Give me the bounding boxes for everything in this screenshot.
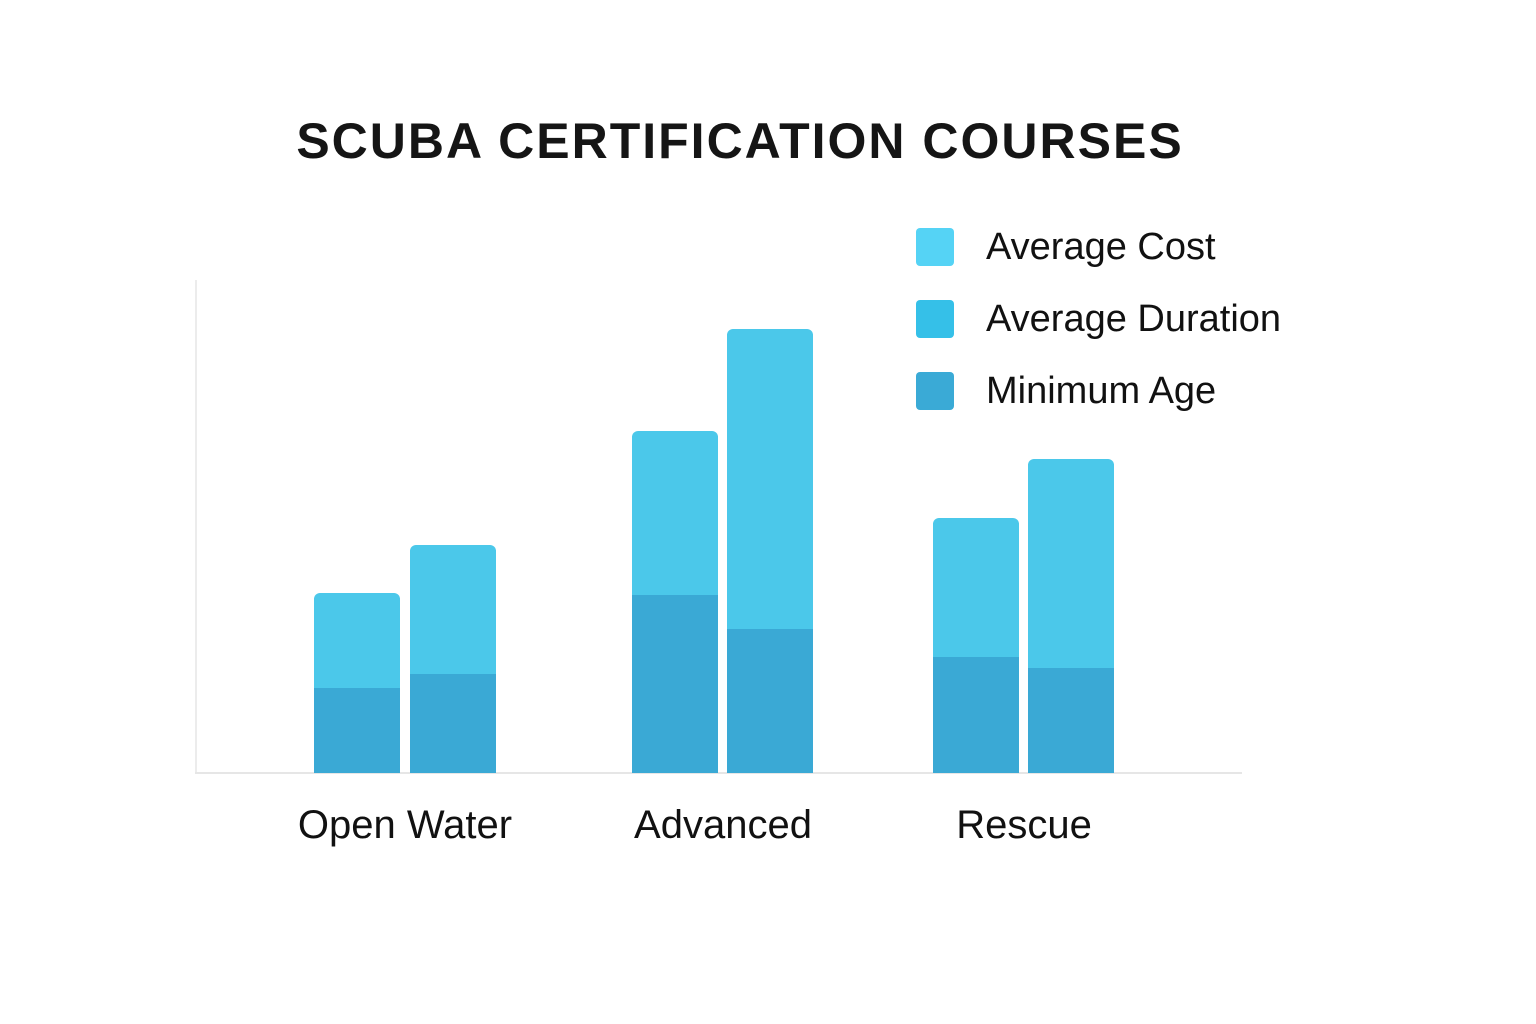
bar-segment-lower: [632, 595, 718, 773]
legend-label: Average Duration: [986, 298, 1282, 340]
bar-segment-upper: [410, 545, 496, 674]
x-axis-line: [195, 772, 1242, 774]
legend-item-average-cost: Average Cost: [916, 226, 1281, 298]
bar-segment-lower: [1028, 668, 1114, 773]
y-axis-line: [195, 280, 197, 774]
bar-advanced-1: [632, 431, 718, 773]
legend-item-average-duration: Average Duration: [916, 298, 1281, 370]
legend: Average Cost Average Duration Minimum Ag…: [916, 226, 1281, 442]
legend-swatch-average-cost: [916, 228, 954, 266]
bar-segment-upper: [727, 329, 813, 629]
category-label-open-water: Open Water: [297, 803, 513, 847]
bar-rescue-1: [933, 518, 1019, 773]
category-label-advanced: Advanced: [634, 803, 812, 847]
bar-segment-lower: [727, 629, 813, 773]
legend-label: Minimum Age: [986, 370, 1217, 412]
legend-item-minimum-age: Minimum Age: [916, 370, 1281, 442]
category-label-rescue: Rescue: [956, 803, 1092, 847]
bar-segment-upper: [314, 593, 400, 688]
legend-label: Average Cost: [986, 226, 1216, 268]
bar-segment-lower: [314, 688, 400, 773]
bar-segment-lower: [933, 657, 1019, 773]
bar-advanced-2: [727, 329, 813, 773]
bar-open-water-1: [314, 593, 400, 773]
bar-rescue-2: [1028, 459, 1114, 773]
bar-segment-upper: [933, 518, 1019, 657]
bar-segment-upper: [1028, 459, 1114, 668]
chart-title: SCUBA CERTIFICATION COURSES: [296, 113, 1184, 169]
bar-segment-lower: [410, 674, 496, 773]
legend-swatch-average-duration: [916, 300, 954, 338]
bar-segment-upper: [632, 431, 718, 595]
legend-swatch-minimum-age: [916, 372, 954, 410]
bar-open-water-2: [410, 545, 496, 773]
